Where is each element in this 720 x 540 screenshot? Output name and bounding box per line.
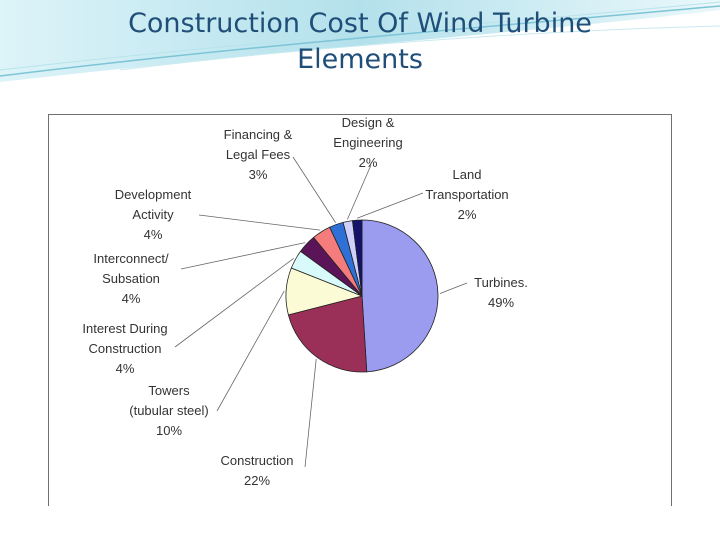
slice-label-development-activity: Development Activity 4%: [115, 187, 192, 242]
slice-name-label: Activity: [132, 207, 174, 222]
slice-value-label: 4%: [122, 291, 141, 306]
pie-slice-construction: [287, 295, 368, 373]
pie-slice-land-transportation: [352, 219, 363, 297]
slice-label-interconnect-subsation: Interconnect/Subsation 4%: [93, 251, 169, 306]
slice-name-label: Construction: [221, 453, 294, 468]
slice-name-label: Interest During: [82, 321, 167, 336]
slice-value-label: 2%: [359, 155, 378, 170]
leader-line-turbines: [439, 282, 468, 294]
slice-value-label: 2%: [458, 207, 477, 222]
leader-line-towers-tubular-steel: [216, 290, 285, 412]
slice-name-label: (tubular steel): [129, 403, 208, 418]
slide-title-line2: Elements: [297, 44, 423, 75]
slice-label-interest-during-construction: Interest During Construction 4%: [82, 321, 167, 376]
slice-name-label: Design &: [342, 115, 395, 130]
leader-line-development-activity: [198, 214, 321, 231]
slice-name-label: Legal Fees: [226, 147, 291, 162]
slice-name-label: Construction: [89, 341, 162, 356]
slide-title-line1: Construction Cost Of Wind Turbine: [128, 8, 592, 39]
slice-value-label: 4%: [144, 227, 163, 242]
slice-name-label: Turbines.: [474, 275, 528, 290]
slice-name-label: Financing &: [224, 127, 293, 142]
slice-value-label: 10%: [156, 423, 182, 438]
slice-label-design-engineering: Design & Engineering 2%: [333, 115, 402, 170]
slice-name-label: Towers: [148, 383, 190, 398]
slice-name-label: Land: [453, 167, 482, 182]
slice-label-towers-tubular-steel: Towers (tubular steel) 10%: [129, 383, 208, 438]
slice-value-label: 49%: [488, 295, 514, 310]
leader-line-land-transportation: [356, 192, 424, 219]
slide-title: Construction Cost Of Wind Turbine Elemen…: [60, 6, 660, 78]
leader-line-interest-during-construction: [174, 258, 294, 348]
slice-name-label: Interconnect/: [93, 251, 169, 266]
slice-label-construction: Construction 22%: [221, 453, 294, 488]
slice-name-label: Development: [115, 187, 192, 202]
header-swoosh-decoration: [0, 0, 720, 82]
leader-line-interconnect-subsation: [180, 242, 306, 270]
slice-label-turbines: Turbines. 49%: [474, 275, 528, 310]
leader-line-design-engineering: [347, 164, 372, 220]
chart-frame: Turbines. 49% Construction 22% Towers (tubula…: [48, 114, 672, 506]
slice-name-label: Subsation: [102, 271, 160, 286]
slice-name-label: Transportation: [425, 187, 508, 202]
slice-value-label: 22%: [244, 473, 270, 488]
leader-line-financing-legal-fees: [292, 156, 336, 223]
pie-chart: Turbines. 49% Construction 22% Towers (tubula…: [82, 115, 528, 488]
leader-line-construction: [304, 359, 317, 468]
slice-label-land-transportation: Land Transportation 2%: [425, 167, 508, 222]
slice-name-label: Engineering: [333, 135, 402, 150]
slice-label-financing-legal-fees: Financing & Legal Fees 3%: [224, 127, 293, 182]
pie-slice-turbines: [361, 219, 439, 373]
slice-value-label: 3%: [249, 167, 268, 182]
slice-value-label: 4%: [116, 361, 135, 376]
